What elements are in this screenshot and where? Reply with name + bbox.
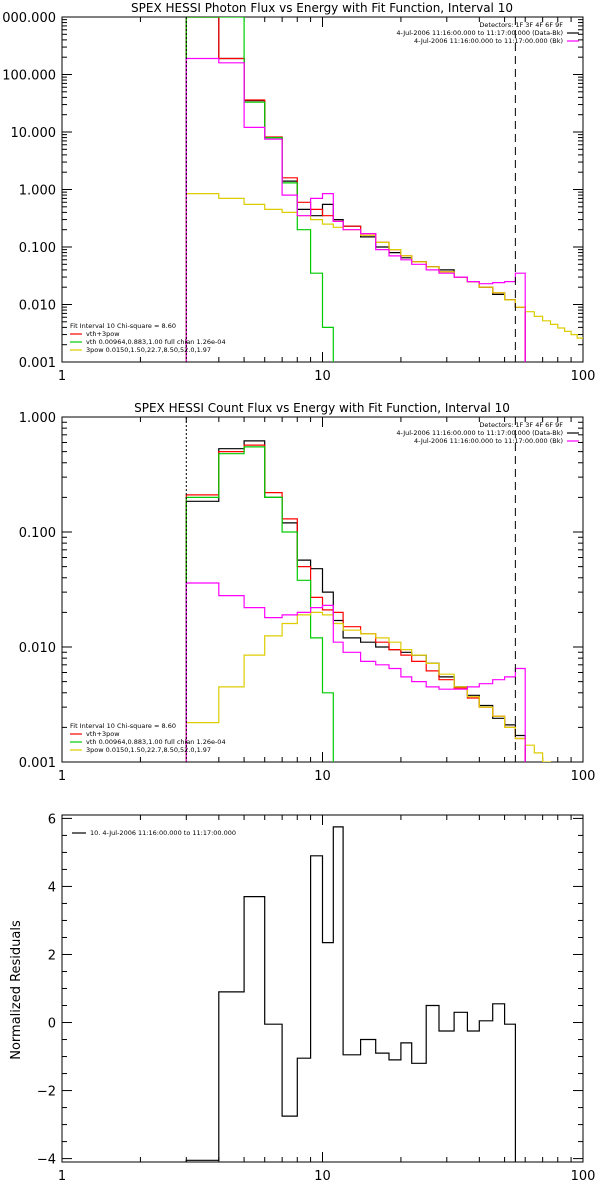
photon-flux-fit-entry: 3pow 0.0150,1.50,22.7,8.50,52.0,1.97: [86, 346, 211, 354]
residuals-panel: Normalized Residuals: [9, 920, 24, 1060]
count-flux-series-vth: [185, 446, 334, 762]
photon-flux-legend-text: 4-Jul-2006 11:16:00.000 to 11:17:00.000 …: [396, 29, 563, 37]
photon-flux-y-tick-label: 000.000: [2, 11, 56, 26]
count-flux-y-tick-label: 0.010: [19, 641, 56, 656]
photon-flux-series-bk: [185, 57, 526, 362]
count-flux-x-tick-label: 1: [58, 769, 66, 784]
count-flux-x-tick-label: 100: [571, 769, 596, 784]
photon-flux-series-data-bk: [185, 17, 526, 362]
photon-flux-fit-header: Fit Interval 10 Chi-square = 8.60: [70, 322, 176, 330]
photon-flux-y-tick-label: 0.010: [19, 299, 56, 314]
count-flux-y-tick-label: 1.000: [19, 411, 56, 426]
count-flux-legend-text: Detectors: 1F 3F 4F 6F 9F: [479, 421, 563, 429]
photon-flux-y-tick-label: 10.000: [11, 126, 57, 141]
count-flux-panel: SPEX HESSI Count Flux vs Energy with Fit…: [134, 401, 510, 415]
photon-flux-series-3pow: [185, 193, 583, 362]
count-flux-fit-entry: 3pow 0.0150,1.50,22.7,8.50,52.0,1.97: [86, 746, 211, 754]
residuals-ylabel: Normalized Residuals: [9, 920, 24, 1060]
residuals-y-tick-label: 6: [48, 812, 56, 827]
residuals-y-tick-label: 2: [48, 948, 56, 963]
residuals-legend-text: 10. 4-Jul-2006 11:16:00.000 to 11:17:00.…: [90, 829, 236, 837]
count-flux-y-tick-label: 0.001: [19, 756, 56, 771]
photon-flux-x-tick-label: 100: [571, 369, 596, 384]
photon-flux-plot: 1 10 100 0.001 0.010 0.100 1.000 10.000 100.000 0…: [2, 11, 596, 384]
count-flux-title: SPEX HESSI Count Flux vs Energy with Fit…: [134, 401, 510, 415]
photon-flux-x-tick-label: 10: [314, 369, 331, 384]
count-flux-series-3pow: [185, 611, 552, 762]
residuals-y-tick-label: −4: [37, 1153, 56, 1168]
photon-flux-series-vth: [185, 17, 334, 362]
photon-flux-fit-entry: vth 0.00964,0.883,1.00 full chian 1.26e-…: [86, 338, 226, 346]
photon-flux-panel: SPEX HESSI Photon Flux vs Energy with Fi…: [131, 1, 513, 15]
photon-flux-fit-entry: vth+3pow: [86, 330, 120, 338]
count-flux-fit-entry: vth+3pow: [86, 730, 120, 738]
residuals-x-tick-label: 10: [314, 1169, 331, 1184]
residuals-y-tick-label: −2: [37, 1085, 56, 1100]
photon-flux-series-vth-3pow: [185, 17, 526, 362]
photon-flux-series-group: [185, 17, 583, 362]
photon-flux-title: SPEX HESSI Photon Flux vs Energy with Fi…: [131, 1, 513, 15]
count-flux-series-vth-3pow: [185, 444, 526, 762]
residuals-y-tick-label: 0: [48, 1017, 56, 1032]
count-flux-x-tick-label: 10: [314, 769, 331, 784]
count-flux-series-data-bk: [185, 440, 526, 762]
photon-flux-y-tick-label: 100.000: [2, 69, 56, 84]
photon-flux-y-tick-label: 0.001: [19, 356, 56, 371]
photon-flux-legend-text: 4-Jul-2006 11:16:00.000 to 11:17:00.000 …: [414, 37, 563, 45]
residuals-x-tick-label: 100: [571, 1169, 596, 1184]
residuals-series-10-4-jul-2006-11-16-00-000-to-11-17-00-000: [185, 826, 516, 1162]
photon-flux-legend-text: Detectors: 1F 3F 4F 6F 9F: [479, 21, 563, 29]
count-flux-legend-text: 4-Jul-2006 11:16:00.000 to 11:17:00.000 …: [414, 437, 563, 445]
count-flux-series-bk: [185, 582, 526, 762]
count-flux-series-group: [185, 440, 552, 762]
count-flux-legend-text: 4-Jul-2006 11:16:00.000 to 11:17:00.000 …: [396, 429, 563, 437]
residuals-y-tick-label: 4: [48, 880, 56, 895]
count-flux-fit-header: Fit Interval 10 Chi-square = 8.60: [70, 722, 176, 730]
count-flux-plot: 1 10 100 0.001 0.010 0.100 1.000 Detectors: 1F …: [19, 411, 596, 784]
count-flux-fit-entry: vth 0.00964,0.883,1.00 full chian 1.26e-…: [86, 738, 226, 746]
residuals-series-group: [185, 826, 516, 1162]
residuals-plot: 1 10 100 −4 −2 0 2 4 6 10. 4-Jul-2006 11:16:00.00…: [37, 812, 596, 1184]
photon-flux-y-tick-label: 0.100: [19, 241, 56, 256]
photon-flux-y-tick-label: 1.000: [19, 184, 56, 199]
count-flux-y-tick-label: 0.100: [19, 526, 56, 541]
residuals-x-tick-label: 1: [58, 1169, 66, 1184]
photon-flux-x-tick-label: 1: [58, 369, 66, 384]
